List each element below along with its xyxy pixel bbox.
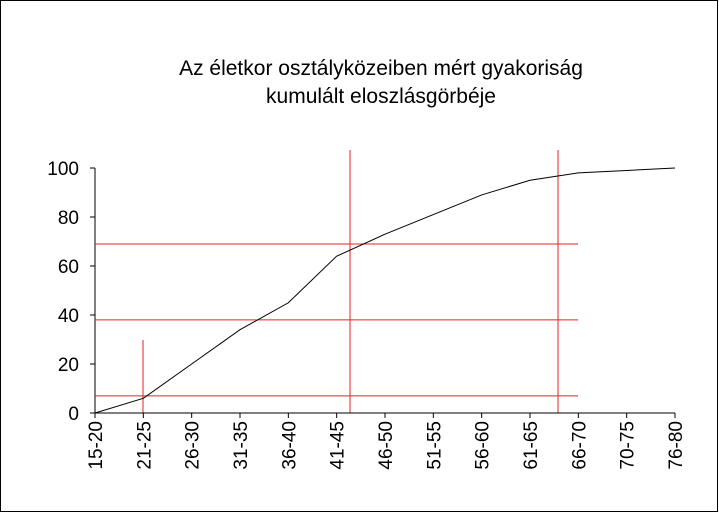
x-tick-label: 15-20 (86, 421, 107, 470)
data-line (94, 167, 676, 414)
y-tick-label: 60 (58, 257, 79, 278)
x-tick-label: 61-65 (521, 421, 542, 470)
y-tick-label: 40 (58, 306, 79, 327)
x-tick-label: 21-25 (134, 421, 155, 470)
y-tick-label: 0 (68, 404, 79, 425)
x-tick-label: 66-70 (569, 421, 590, 470)
x-tick-label: 26-30 (183, 421, 204, 470)
y-tick-label: 100 (47, 159, 79, 180)
y-tick-label: 20 (58, 355, 79, 376)
x-tick-label: 31-35 (231, 421, 252, 470)
chart-title: kumulált eloszlásgörbéje (266, 85, 496, 108)
chart-title: Az életkor osztályközeiben mért gyakoris… (179, 57, 583, 80)
x-tick-label: 46-50 (376, 421, 397, 470)
y-tick-label: 80 (58, 208, 79, 229)
x-tick-label: 70-75 (618, 421, 639, 470)
x-tick-label: 51-55 (424, 421, 445, 470)
x-tick-label: 76-80 (666, 421, 687, 470)
x-tick-label: 41-45 (328, 421, 349, 470)
x-tick-label: 56-60 (473, 421, 494, 470)
x-tick-label: 36-40 (279, 421, 300, 470)
